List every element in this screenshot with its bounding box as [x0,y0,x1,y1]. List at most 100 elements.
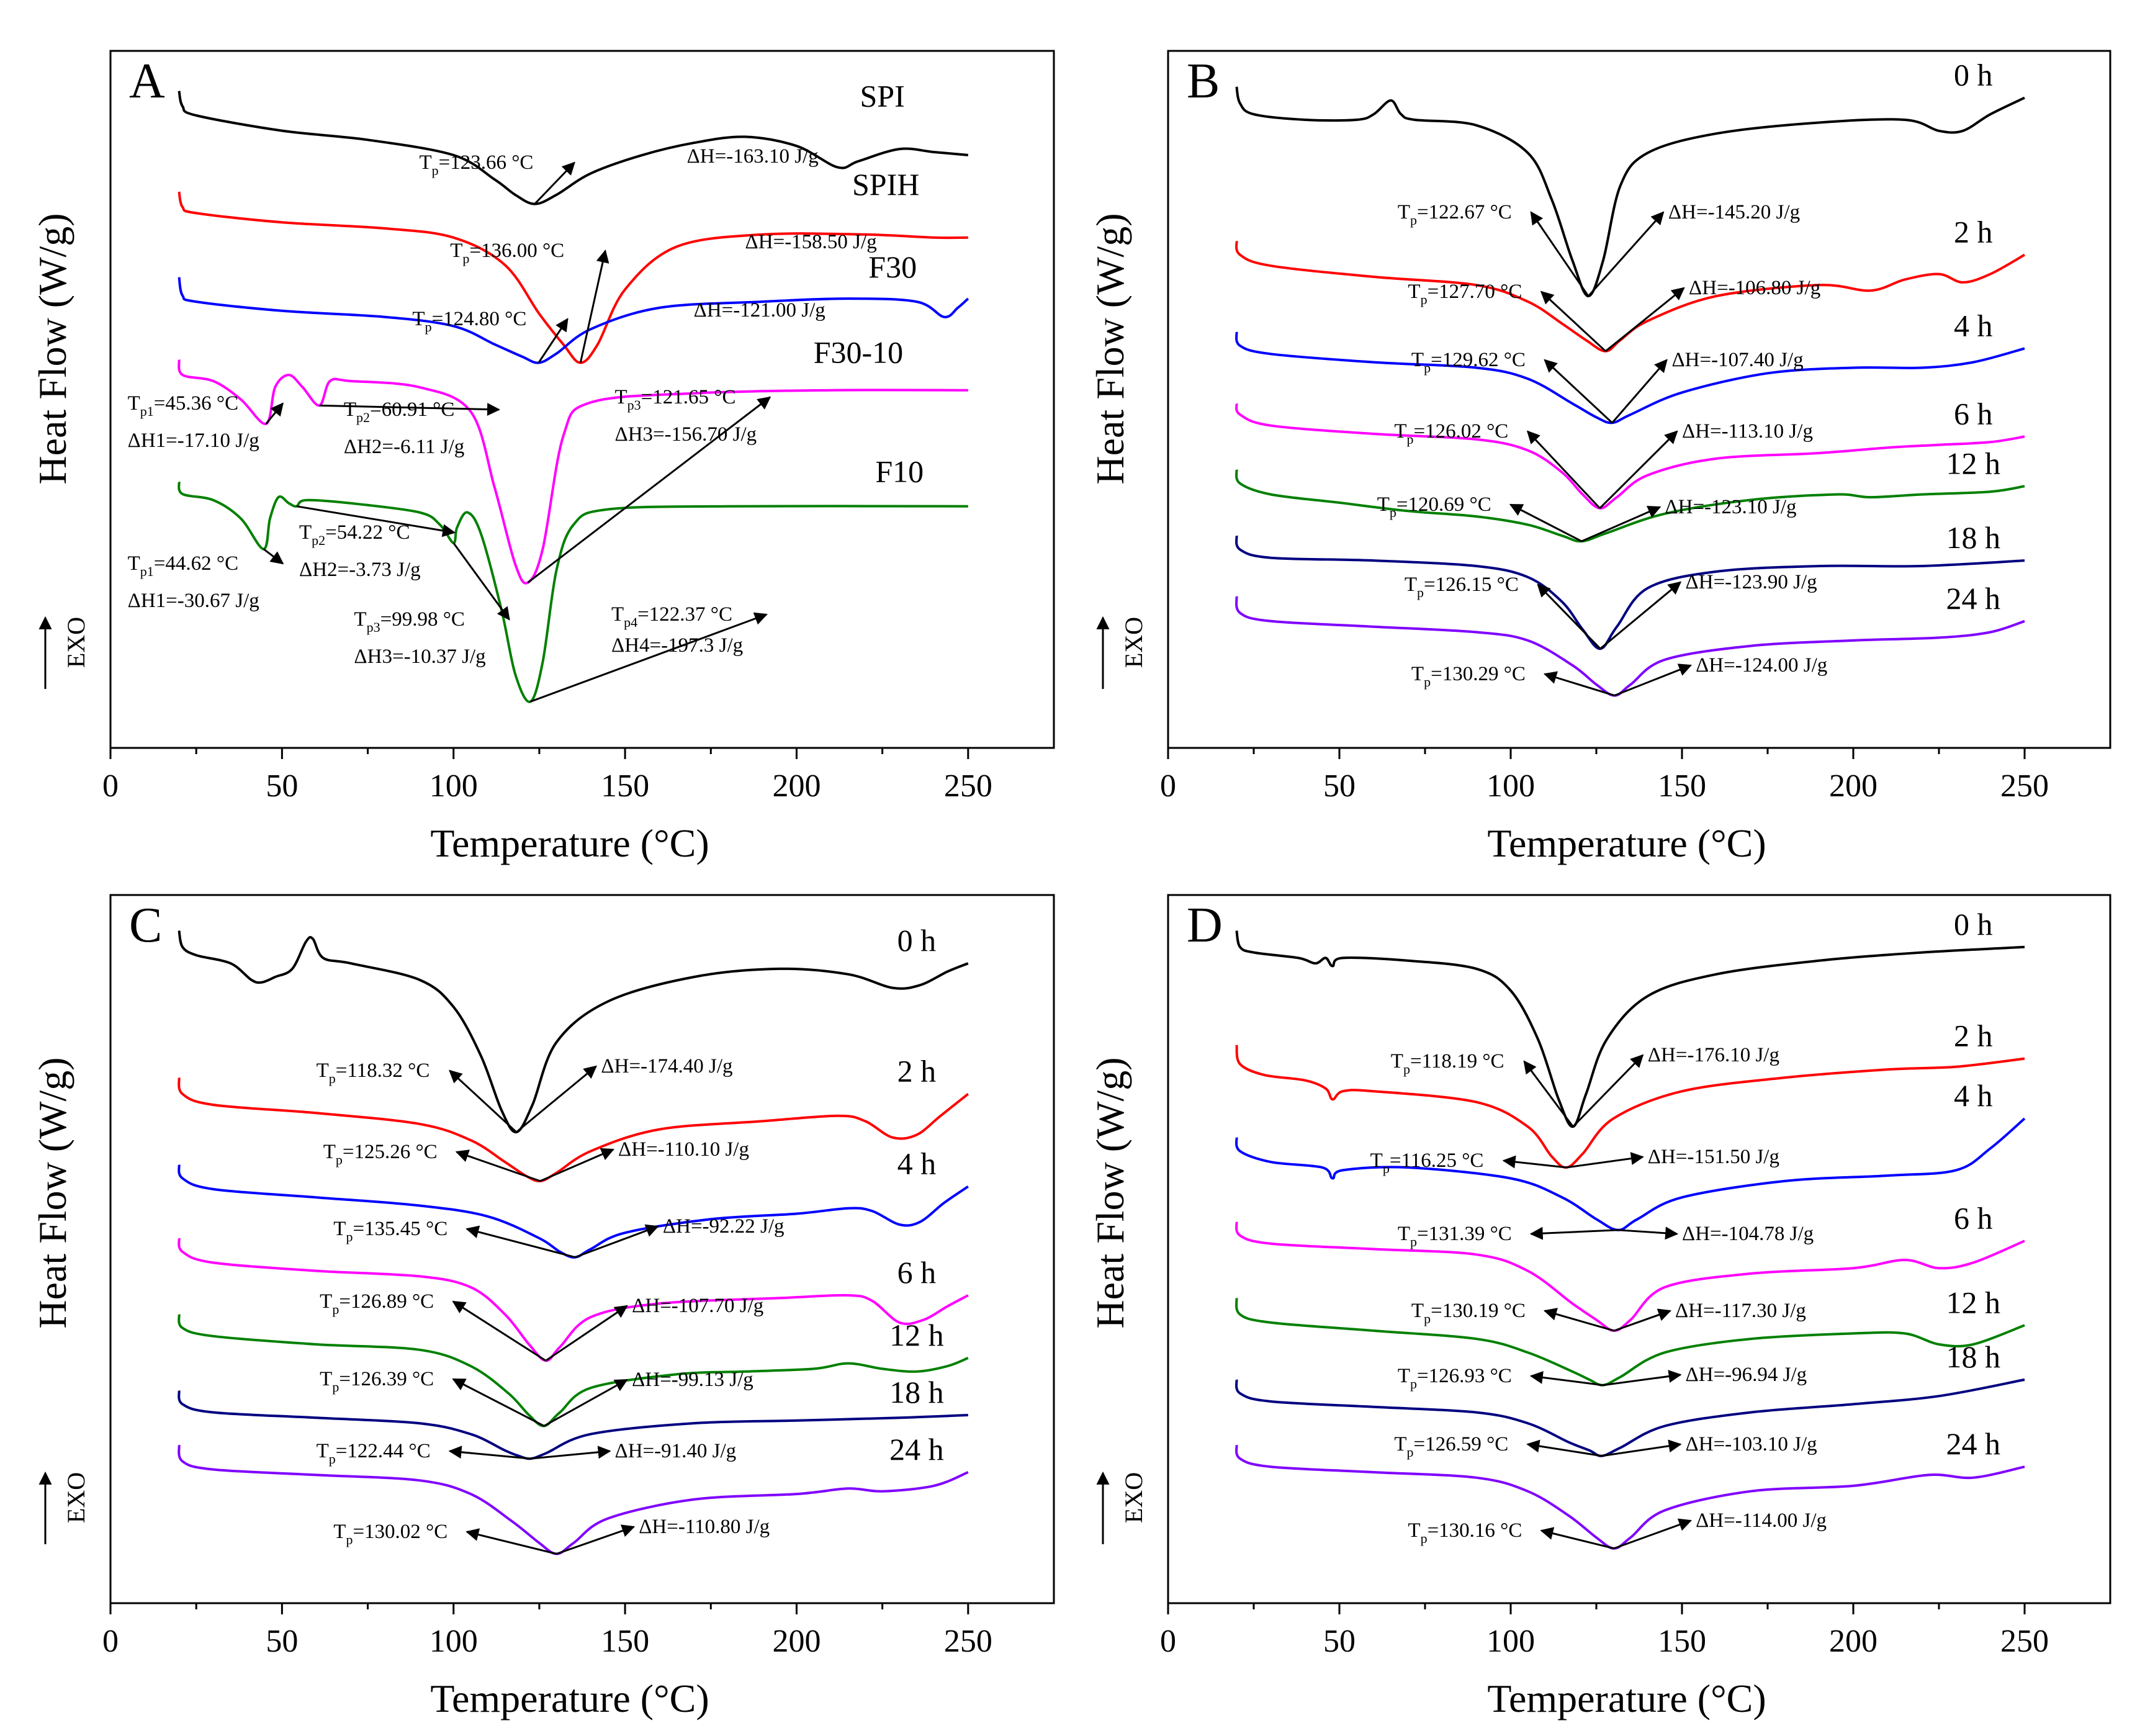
series-name-label: F30 [868,250,917,284]
x-tick-label: 150 [1658,1624,1706,1659]
annotation-arrow [263,548,284,565]
x-tick-label: 50 [266,1624,298,1659]
annotation-arrow [579,249,609,363]
exo-label: EXO [62,617,90,668]
enthalpy-label: ΔH=-110.10 J/g [618,1138,749,1161]
peak-temperature-label: Tp=122.44 °C [317,1440,431,1467]
series-name-label: 0 h [897,923,937,958]
annotation-arrow [1523,1060,1574,1128]
annotation-arrow [1572,1054,1644,1128]
annotation-arrow [1537,583,1601,650]
plot-frame [1167,50,2111,749]
enthalpy-label: ΔH4=-197.3 J/g [611,634,743,657]
plot-frame [1167,894,2111,1604]
annotation-arrow [1543,1308,1615,1332]
enthalpy-label: ΔH=-96.94 J/g [1686,1364,1807,1386]
enthalpy-label: ΔH=-113.10 J/g [1682,420,1813,443]
enthalpy-label: ΔH=-176.10 J/g [1648,1044,1779,1066]
peak-temperature-label: Tp=126.39 °C [320,1368,434,1395]
enthalpy-label: ΔH1=-17.10 J/g [128,430,259,452]
enthalpy-label: ΔH=-104.78 J/g [1682,1223,1814,1245]
series-name-label: 24 h [1946,581,2000,616]
peak-temperature-label: Tp=123.66 °C [419,151,533,178]
x-tick-label: 50 [1323,1624,1356,1659]
peak-temperature-label: Tp=126.59 °C [1394,1433,1508,1460]
annotation-arrow [465,1225,576,1259]
annotation-arrow [529,612,768,703]
enthalpy-label: ΔH=-117.30 J/g [1675,1300,1806,1322]
exo-label: EXO [1120,617,1148,668]
series-name-label: 12 h [1946,1285,2000,1320]
x-tick-label: 200 [1829,768,1877,804]
series-line [178,930,969,1133]
series-line [1235,240,2025,353]
peak-temperature-label: Tp3=121.65 °C [615,386,736,413]
series-line [178,277,969,364]
y-axis-title: Heat Flow (W/g) [30,213,74,484]
annotation-arrow [1599,430,1678,509]
series-name-label: 18 h [1946,520,2000,555]
series-line [1235,403,2025,510]
peak-temperature-label: Tp=130.29 °C [1411,663,1526,690]
annotation-arrow [575,1224,659,1259]
panel-letter: A [129,54,165,109]
x-tick-label: 150 [1658,768,1706,804]
x-tick-label: 100 [429,1624,478,1659]
enthalpy-label: ΔH=-174.40 J/g [601,1055,732,1077]
x-tick-label: 0 [1160,768,1176,804]
annotation-arrow [1509,503,1582,542]
annotation-arrow [465,1528,557,1555]
peak-temperature-label: Tp3=99.98 °C [354,608,465,635]
annotation-arrow [534,161,575,205]
enthalpy-label: ΔH=-163.10 J/g [687,145,819,168]
series-line [178,359,968,585]
x-tick-label: 250 [2000,768,2049,804]
annotation-arrow [1603,1370,1682,1387]
peak-temperature-label: Tp=130.16 °C [1408,1519,1522,1546]
peak-temperature-label: Tp=130.02 °C [333,1521,447,1547]
series-name-label: 0 h [1954,907,1993,942]
y-axis-title: Heat Flow (W/g) [30,1057,74,1328]
peak-temperature-label: Tp=129.62 °C [1411,349,1526,376]
x-axis-title: Temperature (°C) [430,821,709,865]
series-name-label: 18 h [889,1375,944,1410]
peak-temperature-label: Tp4=122.37 °C [611,603,732,630]
annotation-arrow [1588,211,1665,297]
annotation-arrow [1601,1439,1682,1457]
enthalpy-label: ΔH=-92.22 J/g [663,1215,785,1238]
plot-frame [109,894,1055,1604]
x-tick-label: 0 [1160,1624,1176,1659]
x-axis-title: Temperature (°C) [1487,821,1766,865]
enthalpy-label: ΔH=-114.00 J/g [1696,1509,1827,1532]
peak-temperature-label: Tp=136.00 °C [450,240,564,266]
series-name-label: 6 h [1954,396,1993,431]
annotation-arrow [543,1378,628,1427]
annotation-arrow [1611,359,1668,424]
annotation-arrow [1540,1527,1614,1550]
series-name-label: 12 h [889,1318,944,1352]
annotation-arrow [455,1149,541,1182]
series-line [178,1164,969,1259]
series-name-label: 24 h [889,1432,944,1467]
panel-C: 0 50 100 150 200 250 Temperature (°C) Heat Flow… [30,894,1055,1720]
peak-temperature-label: Tp=118.19 °C [1391,1050,1504,1077]
panel-A: 0 50 100 150 200 250 Temperature (°C) Heat Flow… [30,50,1055,865]
x-tick-label: 150 [601,1624,649,1659]
enthalpy-label: ΔH=-106.80 J/g [1689,277,1820,299]
panel-letter: B [1187,54,1220,109]
annotation-arrow [556,1524,636,1555]
annotation-arrow [1544,359,1613,424]
peak-temperature-label: Tp=126.93 °C [1398,1365,1512,1392]
series-line [1235,1378,2025,1457]
series-name-label: 6 h [897,1255,937,1290]
x-tick-label: 250 [944,1624,992,1659]
y-axis-title: Heat Flow (W/g) [1088,213,1132,484]
annotation-arrow [1530,211,1590,297]
peak-temperature-label: Tp=126.89 °C [320,1290,434,1317]
enthalpy-label: ΔH2=-3.73 J/g [299,559,421,581]
peak-temperature-label: Tp=126.15 °C [1405,573,1519,600]
annotation-arrow [1526,1439,1603,1457]
annotation-arrow [1540,290,1606,352]
peak-temperature-label: Tp=120.69 °C [1377,493,1491,520]
x-tick-label: 50 [1323,768,1356,804]
